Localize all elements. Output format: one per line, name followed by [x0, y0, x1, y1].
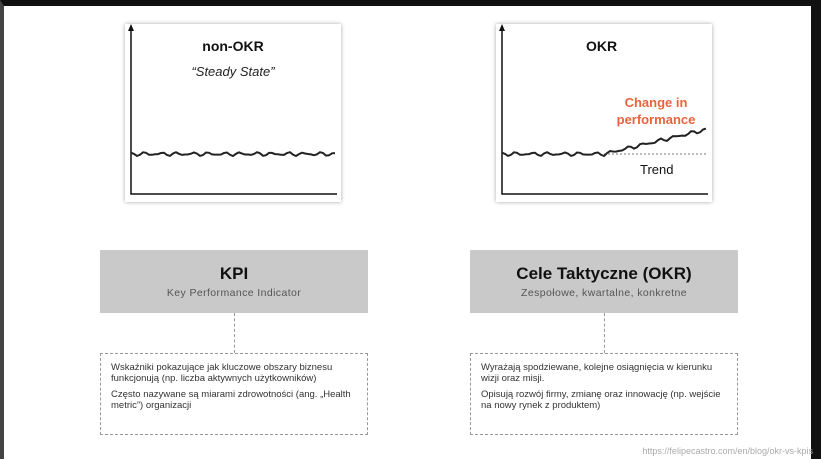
description-text: Często nazywane są miarami zdrowotności …: [111, 389, 351, 411]
source: https://felipecastro.com/en/blog/okr-vs-…: [642, 446, 813, 456]
connector: [604, 313, 605, 353]
chart-axes: [128, 24, 337, 195]
performance-line: [501, 127, 707, 158]
box-title: KPI: [219, 264, 249, 283]
description-text: Wyrażają spodziewane, kolejne osiągnięci…: [481, 362, 713, 384]
box-subtitle: Key Performance Indicator: [166, 287, 302, 299]
arrow: [499, 24, 505, 31]
chart-panel: non-OKR “Steady State”: [125, 24, 341, 202]
chart-axes: [499, 24, 708, 195]
box-title: Cele Taktyczne (OKR): [516, 264, 692, 283]
okr-box: Cele Taktyczne (OKR) Zespołowe, kwartaln…: [470, 250, 738, 313]
connector: [234, 313, 235, 353]
kpi-box: KPI Key Performance Indicator: [100, 250, 368, 313]
arrow: [128, 24, 134, 31]
box-subtitle: Zespołowe, kwartalne, konkretne: [521, 287, 687, 299]
trend-label: Trend: [640, 162, 674, 177]
kpi-description: Wskaźniki pokazujące jak kluczowe obszar…: [100, 353, 368, 435]
chart-title: OKR: [586, 38, 618, 54]
chart-subtitle: “Steady State”: [191, 64, 275, 79]
change-annotation: Change in performance: [616, 95, 696, 127]
axes: [130, 28, 337, 195]
chart-title: non-OKR: [202, 38, 264, 54]
okr-description: Wyrażają spodziewane, kolejne osiągnięci…: [470, 353, 738, 435]
description-text: Wskaźniki pokazujące jak kluczowe obszar…: [111, 362, 333, 384]
axes: [501, 28, 708, 195]
steady-line: [130, 151, 336, 158]
chart-panel: OKR Change in performance Trend: [496, 24, 712, 202]
description-text: Opisują rozwój firmy, zmianę oraz innowa…: [481, 389, 721, 411]
